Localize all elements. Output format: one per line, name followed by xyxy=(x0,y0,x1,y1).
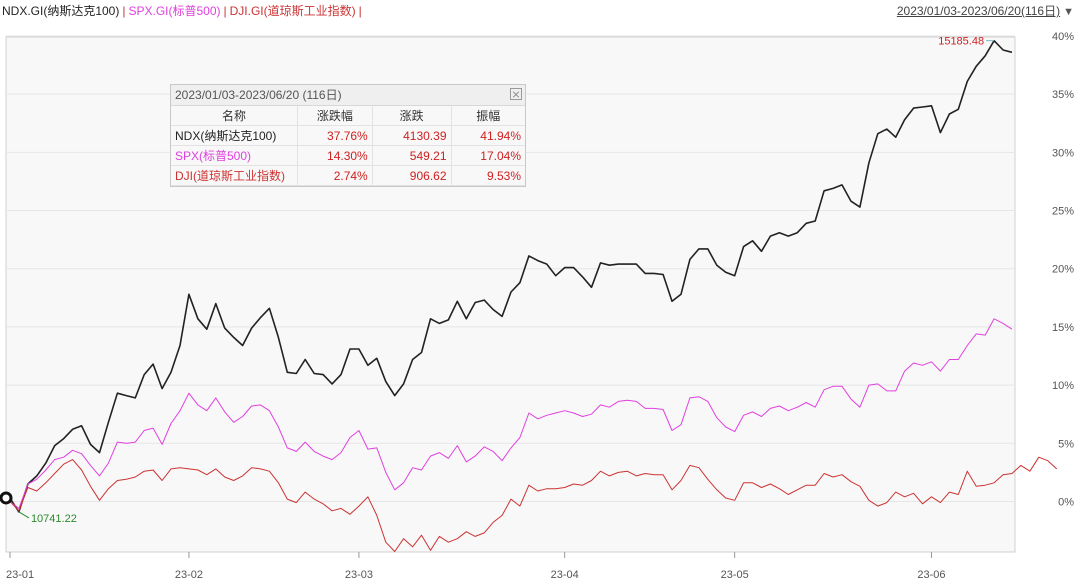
table-row: SPX(标普500) 14.30% 549.21 17.04% xyxy=(171,145,525,166)
annotations: 15185.48 10741.22 xyxy=(0,36,995,525)
legend-item-ndx[interactable]: NDX.GI(纳斯达克100) xyxy=(2,4,120,18)
row-amplitude: 41.94% xyxy=(451,125,525,146)
y-tick-label: 10% xyxy=(1052,380,1074,392)
x-tick-label: 23-02 xyxy=(175,569,203,581)
row-name: DJI(道琼斯工业指数) xyxy=(171,165,298,186)
start-marker xyxy=(0,491,13,505)
stats-panel-title: 2023/01/03-2023/06/20 (116日) xyxy=(171,85,525,106)
y-tick-label: 30% xyxy=(1052,147,1074,159)
legend-separator: | xyxy=(223,4,227,18)
range-selector-value[interactable]: 2023/01/03-2023/06/20(116日) xyxy=(896,4,1061,18)
header-amplitude: 振幅 xyxy=(451,106,525,126)
legend: NDX.GI(纳斯达克100) | SPX.GI(标普500) | DJI.GI(道琼斯… xyxy=(2,2,365,20)
header-name: 名称 xyxy=(171,106,298,126)
stats-header-row: 名称 涨跌幅 涨跌 振幅 xyxy=(171,106,525,126)
row-name: SPX(标普500) xyxy=(171,145,298,166)
legend-separator: | xyxy=(358,4,362,18)
row-amplitude: 9.53% xyxy=(451,165,525,186)
series-lines xyxy=(9,39,1058,552)
y-tick-label: 15% xyxy=(1052,322,1074,334)
stats-panel-title-text: 2023/01/03-2023/06/20 (116日) xyxy=(175,88,342,102)
table-row: DJI(道琼斯工业指数) 2.74% 906.62 9.53% xyxy=(171,165,525,186)
y-tick-label: 35% xyxy=(1052,89,1074,101)
close-icon[interactable] xyxy=(510,88,522,100)
table-row: NDX(纳斯达克100) 37.76% 4130.39 41.94% xyxy=(171,125,525,146)
series-line xyxy=(9,456,1058,552)
x-tick-label: 23-03 xyxy=(345,569,373,581)
header-change: 涨跌 xyxy=(372,106,452,126)
stats-panel: 2023/01/03-2023/06/20 (116日) 名称 涨跌幅 涨跌 振… xyxy=(170,84,526,187)
row-amplitude: 17.04% xyxy=(451,145,525,166)
row-change: 549.21 xyxy=(372,145,452,166)
row-change-pct: 2.74% xyxy=(297,165,373,186)
min-pointer xyxy=(18,511,30,519)
row-change: 4130.39 xyxy=(372,125,452,146)
series-line xyxy=(9,318,1013,509)
legend-item-spx[interactable]: SPX.GI(标普500) xyxy=(128,4,221,18)
y-tick-label: 20% xyxy=(1052,264,1074,276)
row-change-pct: 37.76% xyxy=(297,125,373,146)
chevron-down-icon[interactable]: ▼ xyxy=(1063,6,1074,18)
x-tick-label: 23-06 xyxy=(917,569,945,581)
row-change-pct: 14.30% xyxy=(297,145,373,166)
y-axis: 40% 35% 30% 25% 20% 15% 10% 5% 0% xyxy=(1052,31,1074,508)
x-tick-label: 23-04 xyxy=(551,569,579,581)
min-label: 10741.22 xyxy=(31,513,77,525)
y-tick-label: 25% xyxy=(1052,206,1074,218)
series-line xyxy=(9,39,1013,513)
stats-table: 名称 涨跌幅 涨跌 振幅 NDX(纳斯达克100) 37.76% 4130.39… xyxy=(171,106,525,186)
max-label: 15185.48 xyxy=(938,36,984,48)
x-tick-label: 23-05 xyxy=(721,569,749,581)
row-name: NDX(纳斯达克100) xyxy=(171,125,298,146)
y-tick-label: 5% xyxy=(1058,438,1074,450)
x-tick-label: 23-01 xyxy=(6,569,34,581)
range-selector[interactable]: 2023/01/03-2023/06/20(116日) ▼ xyxy=(897,2,1074,20)
y-tick-label: 0% xyxy=(1058,496,1074,508)
header-change-pct: 涨跌幅 xyxy=(297,106,373,126)
row-change: 906.62 xyxy=(372,165,452,186)
x-axis: 23-01 23-02 23-03 23-04 23-05 23-06 xyxy=(6,552,946,581)
y-tick-label: 40% xyxy=(1052,31,1074,43)
legend-separator: | xyxy=(122,4,126,18)
legend-item-dji[interactable]: DJI.GI(道琼斯工业指数) xyxy=(229,4,356,18)
